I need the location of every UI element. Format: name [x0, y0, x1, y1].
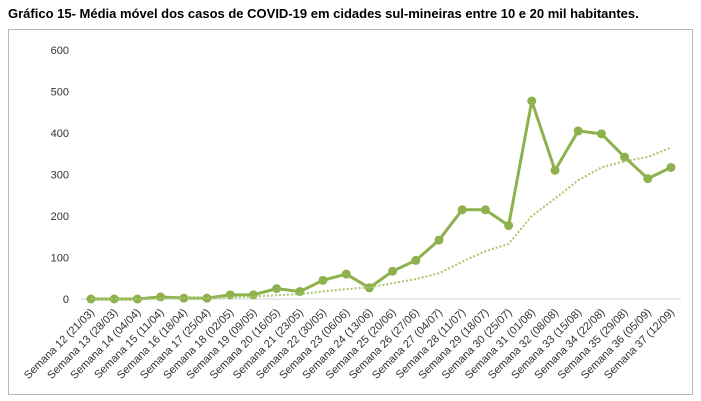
data-point — [388, 266, 398, 276]
trendline — [91, 146, 672, 300]
data-point — [573, 126, 583, 136]
series-line — [91, 99, 672, 301]
y-tick-label: 200 — [51, 211, 69, 223]
data-point — [457, 205, 467, 215]
data-point — [341, 269, 351, 279]
data-point — [248, 290, 258, 300]
data-point — [109, 294, 119, 304]
data-point — [504, 221, 514, 231]
y-tick-label: 100 — [51, 253, 69, 265]
data-point — [132, 294, 142, 304]
y-tick-label: 300 — [51, 170, 69, 182]
data-point — [318, 275, 328, 285]
data-point — [596, 129, 606, 139]
data-point — [295, 287, 305, 297]
y-tick-label: 400 — [51, 128, 69, 140]
y-tick-label: 600 — [51, 45, 69, 57]
data-point — [434, 235, 444, 245]
data-point — [480, 205, 490, 215]
data-point — [620, 152, 630, 162]
chart-title: Gráfico 15- Média móvel dos casos de COV… — [8, 6, 639, 21]
data-point — [643, 174, 653, 184]
data-point — [527, 96, 537, 106]
data-point — [666, 162, 676, 172]
data-point — [411, 255, 421, 265]
data-point — [156, 292, 166, 302]
y-tick-label: 500 — [51, 87, 69, 99]
data-point — [364, 283, 374, 293]
data-point — [272, 284, 282, 294]
y-tick-label: 0 — [63, 294, 69, 306]
data-point — [550, 165, 560, 175]
chart-frame: 0 100 200 300 400 500 600 Semana 12 (21/03) Sema… — [8, 29, 693, 395]
